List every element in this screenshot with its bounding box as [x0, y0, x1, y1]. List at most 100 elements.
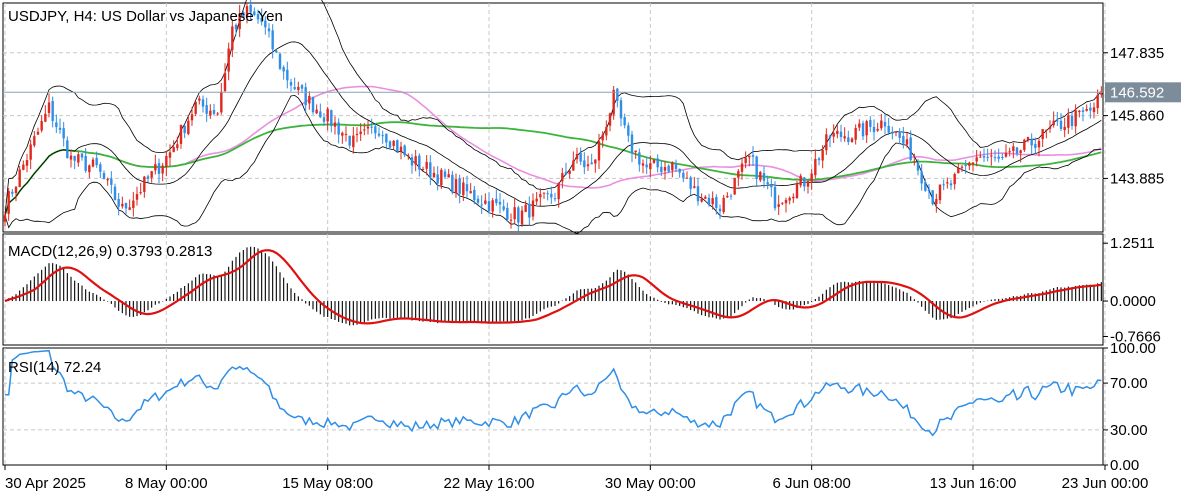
candle-body[interactable] — [58, 127, 62, 130]
candle-body[interactable] — [608, 113, 612, 126]
candle-body[interactable] — [436, 174, 439, 184]
candle-body[interactable] — [322, 117, 326, 122]
candle-body[interactable] — [583, 160, 586, 168]
candle-body[interactable] — [931, 190, 934, 205]
candle-body[interactable] — [909, 137, 912, 160]
candle-body[interactable] — [465, 184, 469, 192]
candle-body[interactable] — [432, 172, 436, 178]
candle-body[interactable] — [146, 176, 150, 179]
candle-body[interactable] — [594, 159, 597, 164]
candle-body[interactable] — [1034, 144, 1037, 148]
candle-body[interactable] — [260, 17, 263, 22]
candle-body[interactable] — [960, 166, 964, 168]
candle-body[interactable] — [1048, 126, 1052, 129]
candle-body[interactable] — [1045, 129, 1048, 131]
candle-body[interactable] — [517, 207, 520, 223]
candle-body[interactable] — [605, 127, 608, 136]
candle-body[interactable] — [1100, 92, 1103, 95]
candle-body[interactable] — [528, 203, 531, 218]
candle-body[interactable] — [876, 128, 879, 131]
candle-body[interactable] — [975, 157, 978, 162]
candle-body[interactable] — [726, 195, 729, 198]
candle-body[interactable] — [762, 173, 766, 181]
candle-body[interactable] — [645, 164, 648, 168]
candle-body[interactable] — [968, 162, 971, 166]
candle-body[interactable] — [982, 156, 986, 158]
candle-body[interactable] — [777, 204, 780, 207]
candle-body[interactable] — [814, 158, 817, 176]
candle-body[interactable] — [799, 175, 802, 186]
candle-body[interactable] — [1067, 115, 1070, 128]
candle-body[interactable] — [187, 120, 190, 135]
candle-body[interactable] — [1081, 110, 1085, 112]
candle-body[interactable] — [729, 195, 733, 197]
candle-body[interactable] — [550, 193, 553, 198]
candle-body[interactable] — [117, 198, 120, 207]
candle-body[interactable] — [696, 186, 700, 202]
candle-body[interactable] — [293, 87, 296, 90]
candle-body[interactable] — [99, 164, 102, 172]
candle-body[interactable] — [641, 163, 645, 166]
candle-body[interactable] — [623, 117, 626, 126]
candle-body[interactable] — [403, 145, 406, 156]
candle-body[interactable] — [1056, 120, 1059, 122]
candle-body[interactable] — [718, 208, 722, 212]
candle-body[interactable] — [487, 201, 491, 212]
candle-body[interactable] — [715, 197, 718, 208]
candle-body[interactable] — [520, 210, 524, 225]
candle-body[interactable] — [704, 196, 707, 199]
candle-body[interactable] — [836, 130, 839, 134]
candle-body[interactable] — [1078, 110, 1081, 112]
candle-body[interactable] — [286, 69, 289, 81]
candle-body[interactable] — [421, 169, 425, 171]
candle-body[interactable] — [825, 134, 828, 151]
candle-body[interactable] — [51, 100, 54, 121]
candle-body[interactable] — [3, 215, 7, 222]
candle-body[interactable] — [942, 184, 945, 186]
candle-body[interactable] — [469, 191, 472, 194]
candle-body[interactable] — [88, 165, 91, 173]
candle-body[interactable] — [630, 134, 634, 154]
candle-body[interactable] — [887, 125, 890, 133]
candle-body[interactable] — [971, 162, 975, 165]
candle-body[interactable] — [997, 156, 1000, 159]
candle-body[interactable] — [847, 137, 850, 142]
candle-body[interactable] — [1015, 147, 1019, 154]
candle-body[interactable] — [84, 156, 87, 171]
candle-body[interactable] — [308, 96, 311, 104]
candle-body[interactable] — [454, 179, 458, 194]
candle-body[interactable] — [267, 28, 271, 32]
candle-body[interactable] — [1001, 156, 1004, 159]
candle-body[interactable] — [341, 132, 344, 136]
candle-body[interactable] — [410, 157, 414, 166]
candle-body[interactable] — [660, 166, 663, 173]
candle-body[interactable] — [223, 72, 227, 92]
candle-body[interactable] — [216, 113, 219, 115]
candle-body[interactable] — [337, 122, 340, 135]
candle-body[interactable] — [894, 131, 898, 133]
candle-body[interactable] — [546, 193, 549, 195]
candle-body[interactable] — [902, 136, 905, 144]
candle-body[interactable] — [957, 168, 960, 174]
macd-panel[interactable]: 1.2511 0.0000 -0.7666 — [2, 233, 1161, 346]
candle-body[interactable] — [832, 133, 835, 137]
candle-body[interactable] — [689, 177, 692, 189]
candle-body[interactable] — [722, 197, 725, 213]
candle-body[interactable] — [685, 177, 689, 179]
candle-body[interactable] — [278, 53, 282, 69]
candle-body[interactable] — [678, 168, 681, 173]
candle-body[interactable] — [242, 12, 245, 18]
candle-body[interactable] — [55, 122, 58, 128]
candle-body[interactable] — [575, 153, 579, 160]
candle-body[interactable] — [40, 121, 43, 131]
candle-body[interactable] — [374, 126, 377, 134]
candle-body[interactable] — [44, 113, 47, 122]
candle-body[interactable] — [319, 111, 322, 118]
candle-body[interactable] — [531, 200, 535, 217]
candle-body[interactable] — [458, 178, 461, 194]
candle-body[interactable] — [7, 190, 10, 214]
candle-body[interactable] — [773, 186, 777, 209]
candle-body[interactable] — [707, 197, 711, 205]
candle-body[interactable] — [407, 155, 410, 157]
